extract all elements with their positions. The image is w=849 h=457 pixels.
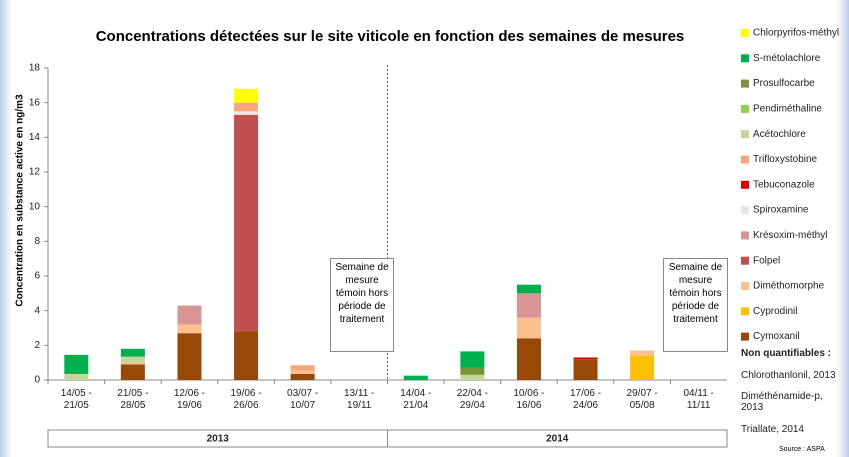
x-tick-label: 21/05 - 28/05 (117, 388, 149, 411)
bar-segment (290, 370, 315, 374)
legend-swatch (741, 29, 749, 37)
bar-segment (120, 356, 145, 363)
bar-segment (460, 351, 485, 368)
bar-segment (234, 111, 259, 115)
legend-label: Pendiméthaline (753, 104, 822, 115)
source: Source : ASPA (779, 446, 825, 453)
note-title: Non quantifiables : (741, 348, 831, 359)
legend-swatch (741, 332, 749, 341)
x-tick-label: 19/06 - 26/06 (230, 388, 262, 411)
bar-segment (630, 350, 655, 356)
legend-swatch (741, 256, 749, 265)
x-tick-label: 14/05 - 21/05 (60, 388, 92, 411)
bar-segment (290, 365, 315, 371)
group-box (387, 429, 728, 448)
annotation: Semaine de mesure témoin hors période de… (663, 258, 728, 352)
legend-swatch (741, 206, 749, 215)
legend-label: Diméthomorphe (753, 281, 825, 292)
x-tick-label: 22/04 - 29/04 (456, 388, 488, 411)
bar-segment (516, 293, 541, 318)
x-tick-label: 17/06 - 24/06 (569, 388, 602, 411)
legend-swatch (741, 130, 749, 139)
note: Triallate, 2014 (741, 424, 804, 435)
y-tick-label: 16 (29, 97, 41, 108)
legend-label: Prosulfocarbe (753, 78, 815, 89)
y-axis-label: Concentration en substance active en ng/… (14, 94, 26, 307)
legend-swatch (741, 180, 749, 189)
bar-segment (234, 102, 259, 112)
x-tick-label: 04/11 - 11/11 (683, 388, 714, 411)
bar-segment (630, 355, 655, 380)
bar-segment (516, 338, 541, 380)
legend-label: Spiroxamine (753, 205, 809, 216)
bar-segment (177, 324, 202, 334)
x-tick-label: 03/07 - 10/07 (287, 388, 319, 411)
legend-swatch (741, 282, 749, 290)
chart-title: Concentrations détectées sur le site vit… (95, 28, 685, 45)
legend-label: Trifloxystobine (753, 154, 818, 165)
x-tick-label: 14/04 - 21/04 (400, 388, 432, 411)
bar-segment (64, 354, 89, 374)
legend-swatch (741, 231, 749, 240)
bar-segment (64, 373, 89, 380)
bar-segment (234, 331, 259, 380)
y-tick-label: 12 (29, 167, 41, 178)
legend-label: Tebuconazole (753, 179, 815, 190)
y-tick-label: 14 (29, 132, 41, 143)
bar-segment (460, 367, 485, 375)
x-tick-label: 10/06 - 16/06 (513, 388, 545, 411)
legend-label: Krésoxim-méthyl (753, 230, 827, 241)
legend-label: S-métolachlore (753, 53, 821, 64)
x-tick-label: 12/06 - 19/06 (173, 388, 206, 411)
bar-segment (516, 284, 541, 294)
bar-segment (573, 359, 598, 380)
annotation: Semaine de mesure témoin hors période de… (330, 258, 394, 352)
legend-swatch (741, 307, 749, 316)
bar-segment (516, 317, 541, 339)
legend-label: Folpel (753, 255, 780, 266)
bar-segment (234, 114, 259, 332)
note: Diméthénamide-p, 2013 (741, 391, 823, 413)
note: Chlorothanlonil, 2013 (741, 370, 836, 381)
y-tick-label: 4 (34, 305, 40, 316)
x-tick-label: 13/11 - 19/11 (344, 388, 375, 411)
legend-label: Cymoxanil (753, 331, 800, 342)
y-tick-label: 0 (34, 375, 40, 386)
bar-segment (573, 357, 598, 360)
bar-segment (177, 305, 202, 325)
bar-segment (234, 88, 259, 103)
y-tick-label: 18 (29, 63, 41, 74)
bar-segment (290, 373, 315, 380)
legend-swatch (741, 155, 749, 164)
group-label: 2013 (207, 434, 230, 445)
group-label: 2014 (546, 434, 569, 445)
y-tick-label: 8 (34, 236, 40, 247)
legend-swatch (741, 104, 749, 113)
bar-segment (177, 333, 202, 380)
bar-segment (120, 364, 145, 380)
legend-swatch (741, 54, 749, 63)
y-tick-label: 10 (29, 201, 41, 212)
bar-segment (460, 374, 485, 380)
legend-label: Chlorpyrifos-méthyl (753, 28, 839, 39)
legend-label: Cyprodinil (753, 306, 797, 317)
legend-swatch (741, 79, 749, 88)
bar-segment (120, 362, 145, 365)
bar-segment (403, 375, 428, 380)
x-tick-label: 29/07 - 05/08 (626, 388, 658, 411)
y-tick-label: 6 (34, 271, 40, 282)
y-tick-label: 2 (34, 340, 40, 351)
bar-segment (120, 348, 145, 357)
legend-label: Acétochlore (753, 129, 806, 140)
